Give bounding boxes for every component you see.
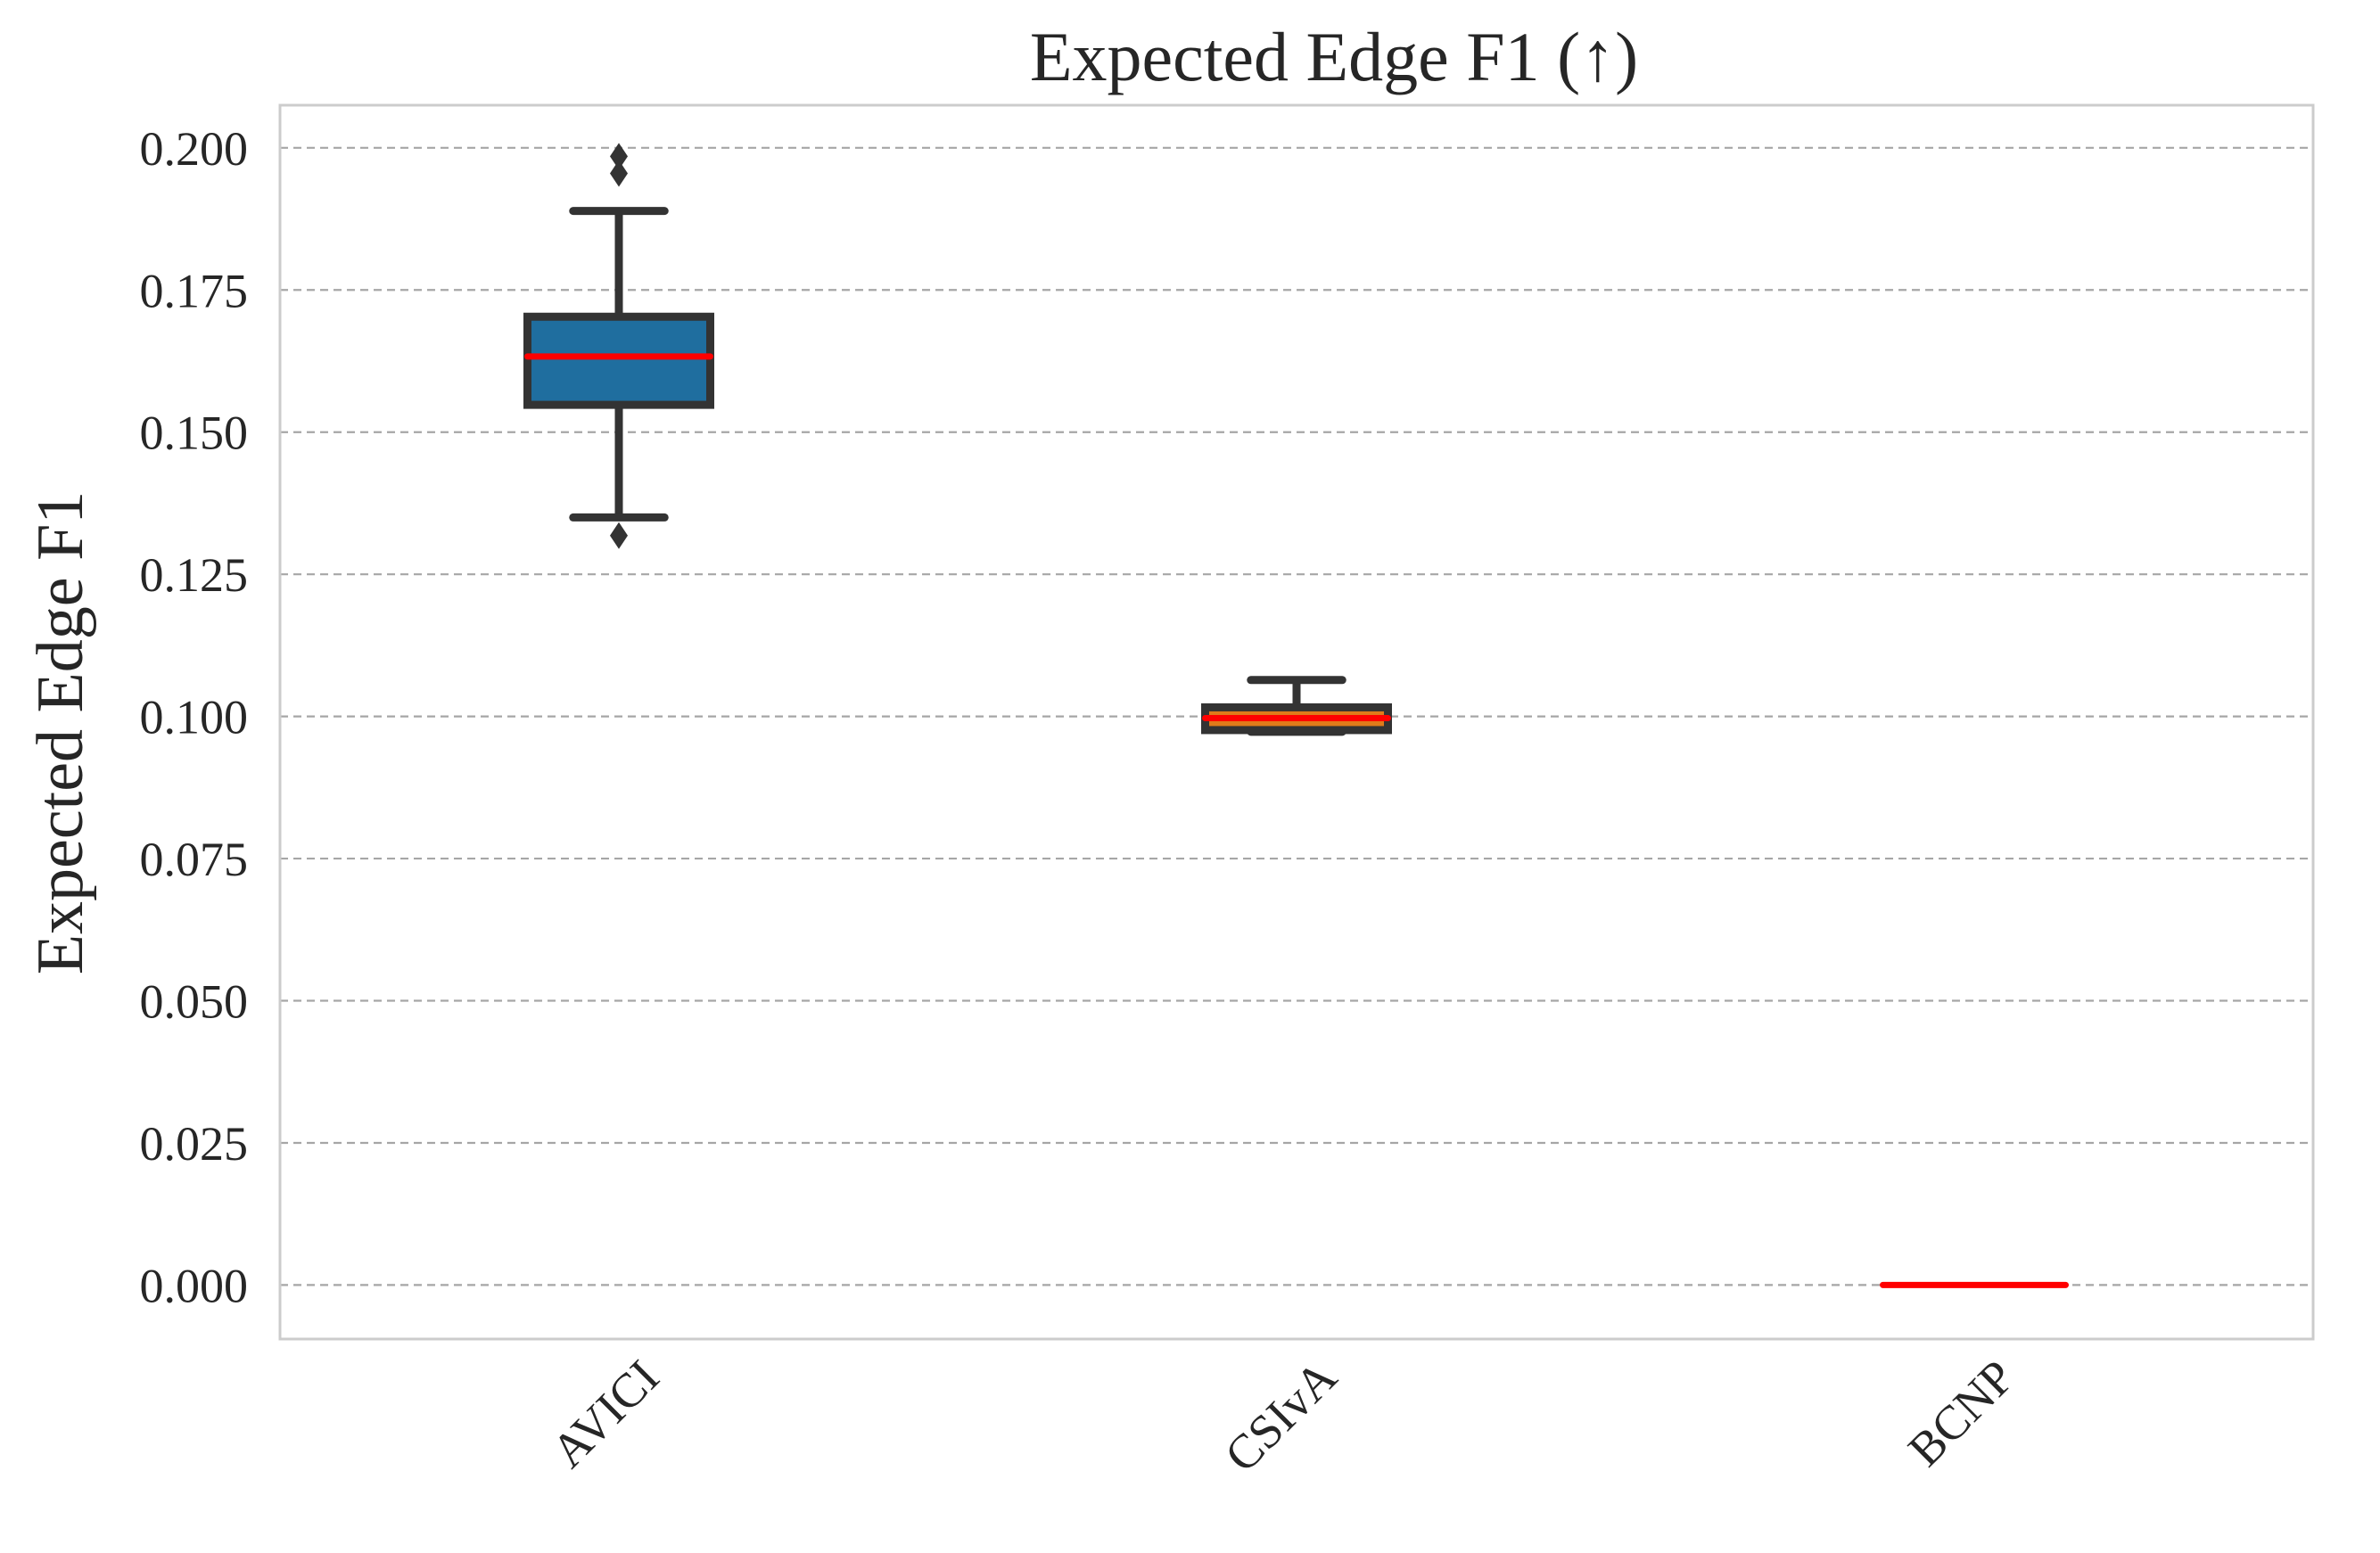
- boxes: [523, 143, 2069, 1288]
- outlier-point: [610, 160, 628, 187]
- outlier-point: [610, 522, 628, 549]
- y-tick-label: 0.175: [140, 264, 249, 317]
- y-tick-labels: 0.000 0.025 0.050 0.075 0.100 0.125 0.150 0.175…: [140, 122, 249, 1313]
- y-tick-label: 0.075: [140, 833, 249, 886]
- y-tick-label: 0.000: [140, 1259, 249, 1312]
- x-tick-label: AVICI: [541, 1350, 670, 1478]
- x-tick-labels: AVICI CSIvA BCNP: [541, 1350, 2025, 1483]
- x-tick-label: BCNP: [1898, 1350, 2024, 1476]
- y-tick-label: 0.050: [140, 975, 249, 1029]
- x-tick-label: CSIvA: [1215, 1350, 1347, 1483]
- y-tick-label: 0.025: [140, 1117, 249, 1171]
- y-tick-label: 0.200: [140, 122, 249, 176]
- outlier-point: [610, 143, 628, 170]
- y-axis-label: Expected Edge F1: [24, 491, 97, 975]
- box-avici: [523, 143, 714, 549]
- y-tick-label: 0.100: [140, 691, 249, 744]
- box-csiva: [1201, 676, 1392, 736]
- y-tick-label: 0.125: [140, 548, 249, 602]
- y-tick-label: 0.150: [140, 407, 249, 460]
- chart-title: Expected Edge F1 (↑): [1030, 18, 1638, 95]
- box-iqr: [523, 312, 714, 409]
- plot-frame: [278, 103, 2315, 1341]
